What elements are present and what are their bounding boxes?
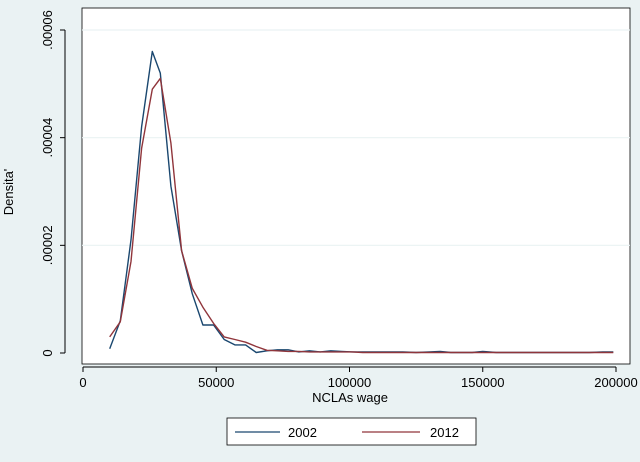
x-tick-label-4: 200000 (594, 375, 637, 390)
series-line-2012 (109, 77, 614, 354)
x-tick-label-0: 0 (79, 375, 86, 390)
x-tick-label-3: 150000 (461, 375, 504, 390)
legend-label-2002: 2002 (288, 425, 317, 440)
y-tick-label-2: .00004 (40, 118, 55, 158)
y-axis-title: Densita' (1, 169, 16, 216)
x-axis: 0 50000 100000 150000 200000 (79, 366, 638, 390)
y-tick-label-0: 0 (40, 349, 55, 356)
y-tick-label-3: .00006 (40, 10, 55, 50)
x-tick-label-2: 100000 (328, 375, 371, 390)
legend-label-2012: 2012 (430, 425, 459, 440)
x-tick-label-1: 50000 (198, 375, 234, 390)
gridlines (82, 29, 630, 246)
legend: 2002 2012 (226, 417, 477, 446)
plot-area (81, 7, 631, 365)
x-axis-title: NCLAs wage (312, 390, 388, 405)
y-axis: 0 .00002 .00004 .00006 (40, 10, 66, 357)
y-tick-label-1: .00002 (40, 225, 55, 265)
series-layer (109, 50, 614, 354)
